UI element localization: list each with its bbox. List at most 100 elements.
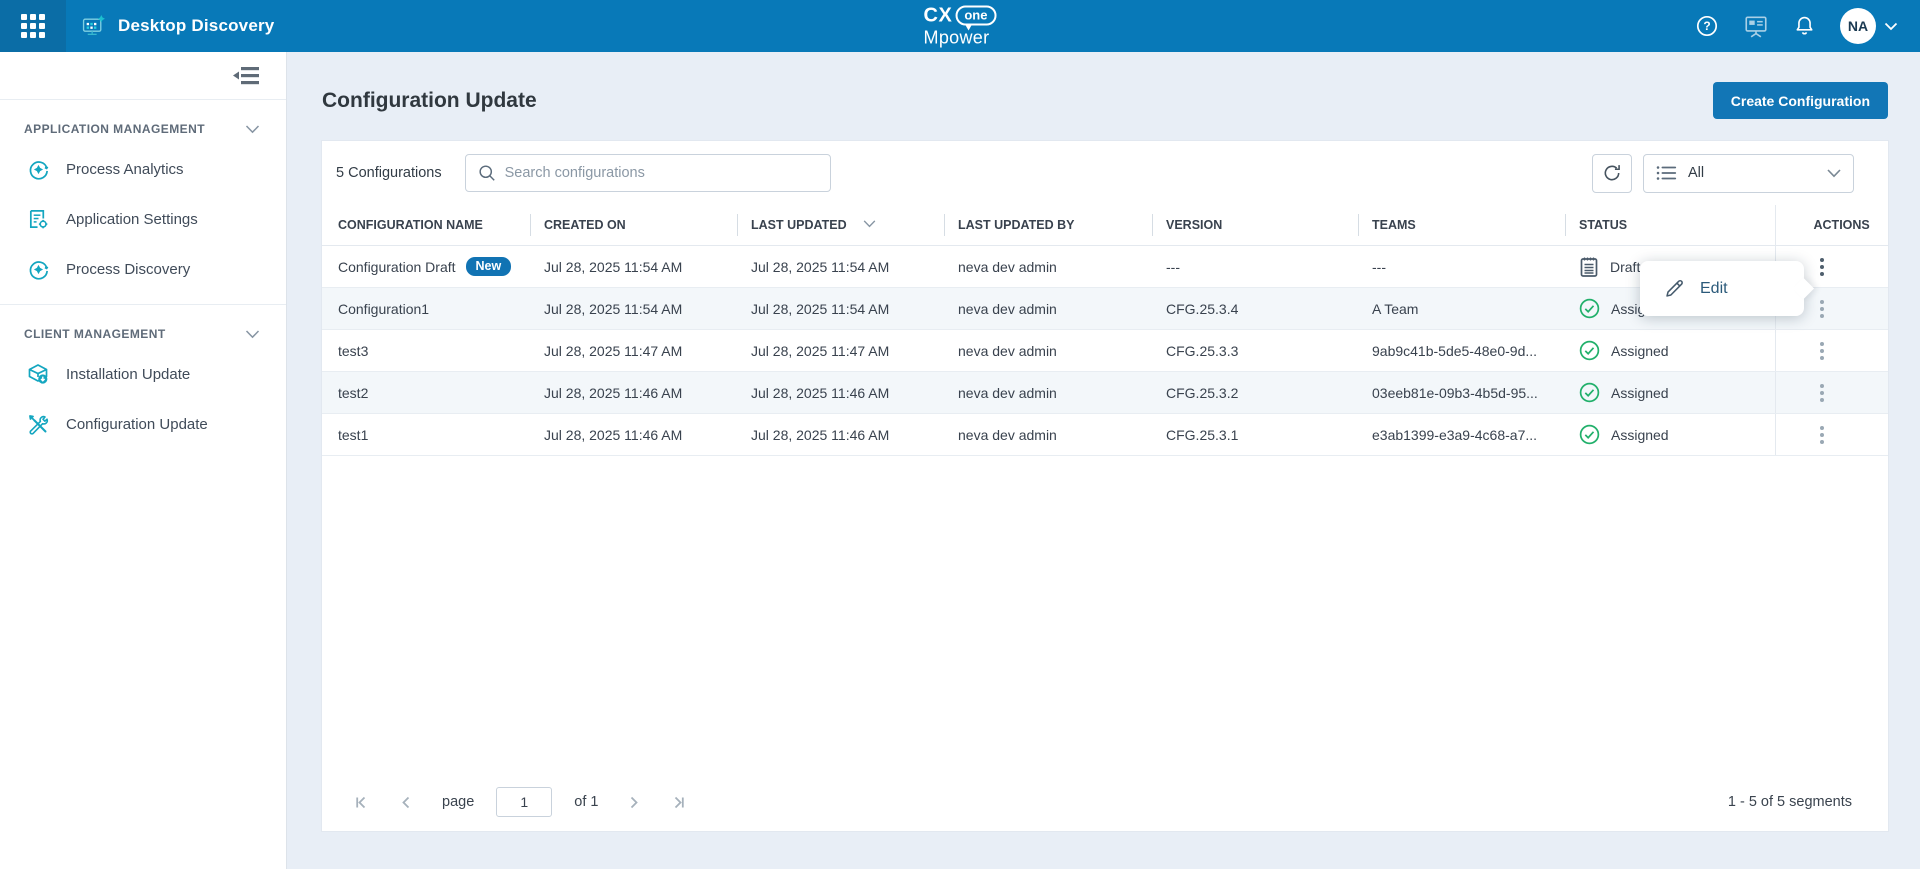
chevron-down-icon bbox=[245, 125, 260, 134]
app-header: Desktop Discovery CX one Mpower ? bbox=[0, 0, 1920, 52]
sidebar-item-label: Process Discovery bbox=[66, 261, 190, 278]
row-context-menu: Edit bbox=[1640, 261, 1804, 316]
app-launcher-button[interactable] bbox=[0, 0, 66, 52]
filter-dropdown[interactable]: All bbox=[1643, 154, 1854, 193]
sidebar-item-label: Application Settings bbox=[66, 211, 198, 228]
table-row[interactable]: test1 Jul 28, 2025 11:46 AM Jul 28, 2025… bbox=[322, 414, 1888, 456]
page-label: page bbox=[442, 794, 474, 810]
section-header-application-management[interactable]: APPLICATION MANAGEMENT bbox=[0, 100, 286, 144]
last-updated: Jul 28, 2025 11:47 AM bbox=[737, 330, 944, 372]
sidebar-item-process-analytics[interactable]: Process Analytics bbox=[0, 144, 286, 194]
teams: --- bbox=[1358, 246, 1565, 288]
page-number-input[interactable] bbox=[496, 787, 552, 817]
teams: 03eeb81e-09b3-4b5d-95... bbox=[1358, 372, 1565, 414]
page-of-label: of 1 bbox=[574, 794, 598, 810]
last-updated-by: neva dev admin bbox=[944, 288, 1152, 330]
create-configuration-button[interactable]: Create Configuration bbox=[1713, 82, 1888, 119]
process-discovery-icon bbox=[26, 258, 50, 281]
apps-grid-icon bbox=[21, 14, 45, 38]
last-updated: Jul 28, 2025 11:46 AM bbox=[737, 414, 944, 456]
edit-pencil-icon bbox=[1664, 278, 1685, 299]
created-on: Jul 28, 2025 11:54 AM bbox=[530, 246, 737, 288]
sidebar-collapse-button[interactable] bbox=[233, 66, 260, 85]
previous-page-button[interactable] bbox=[393, 789, 420, 816]
installation-update-icon bbox=[26, 362, 50, 386]
logo-one-bubble: one bbox=[955, 6, 996, 26]
version: CFG.25.3.2 bbox=[1152, 372, 1358, 414]
pagination-range: 1 - 5 of 5 segments bbox=[1728, 794, 1852, 810]
refresh-button[interactable] bbox=[1592, 154, 1632, 193]
row-actions-menu-button[interactable] bbox=[1814, 380, 1830, 406]
created-on: Jul 28, 2025 11:54 AM bbox=[530, 288, 737, 330]
column-header-version[interactable]: VERSION bbox=[1152, 205, 1358, 246]
column-header-created-on[interactable]: CREATED ON bbox=[530, 205, 737, 246]
logo-cx-text: CX bbox=[924, 6, 953, 26]
row-actions-menu-button[interactable] bbox=[1814, 338, 1830, 364]
next-page-button[interactable] bbox=[620, 789, 647, 816]
row-actions-menu-button[interactable] bbox=[1814, 296, 1830, 322]
chevron-down-icon bbox=[245, 330, 260, 339]
configuration-name: test2 bbox=[322, 372, 530, 414]
teams: A Team bbox=[1358, 288, 1565, 330]
column-header-configuration-name[interactable]: CONFIGURATION NAME bbox=[322, 205, 530, 246]
row-actions-menu-button[interactable] bbox=[1814, 254, 1830, 280]
list-filter-icon bbox=[1656, 164, 1678, 182]
configuration-name: test3 bbox=[322, 330, 530, 372]
version: CFG.25.3.4 bbox=[1152, 288, 1358, 330]
column-header-last-updated-by[interactable]: LAST UPDATED BY bbox=[944, 205, 1152, 246]
last-updated-by: neva dev admin bbox=[944, 372, 1152, 414]
last-updated: Jul 28, 2025 11:46 AM bbox=[737, 372, 944, 414]
last-updated-by: neva dev admin bbox=[944, 414, 1152, 456]
last-updated: Jul 28, 2025 11:54 AM bbox=[737, 288, 944, 330]
section-header-client-management[interactable]: CLIENT MANAGEMENT bbox=[0, 305, 286, 349]
process-analytics-icon bbox=[26, 158, 50, 181]
draft-status-icon bbox=[1579, 256, 1599, 278]
sidebar-item-application-settings[interactable]: Application Settings bbox=[0, 194, 286, 244]
notifications-bell-icon bbox=[1793, 14, 1816, 38]
table-row[interactable]: test2 Jul 28, 2025 11:46 AM Jul 28, 2025… bbox=[322, 372, 1888, 414]
section-client-management: CLIENT MANAGEMENT Installation Update bbox=[0, 304, 286, 449]
status-label: Assigned bbox=[1611, 427, 1669, 443]
column-header-last-updated[interactable]: LAST UPDATED bbox=[737, 205, 944, 246]
created-on: Jul 28, 2025 11:46 AM bbox=[530, 372, 737, 414]
guide-button[interactable] bbox=[1743, 13, 1769, 39]
first-page-button[interactable] bbox=[348, 789, 375, 816]
avatar[interactable]: NA bbox=[1840, 8, 1876, 44]
next-page-icon bbox=[626, 795, 641, 810]
column-header-status[interactable]: STATUS bbox=[1565, 205, 1775, 246]
last-updated: Jul 28, 2025 11:54 AM bbox=[737, 246, 944, 288]
section-label: APPLICATION MANAGEMENT bbox=[24, 122, 205, 136]
status-label: Assigned bbox=[1611, 385, 1669, 401]
user-menu[interactable]: NA bbox=[1840, 8, 1898, 44]
assigned-check-icon bbox=[1579, 424, 1600, 445]
last-updated-by: neva dev admin bbox=[944, 246, 1152, 288]
new-badge: New bbox=[466, 257, 512, 277]
sidebar-item-process-discovery[interactable]: Process Discovery bbox=[0, 244, 286, 294]
guide-icon bbox=[1743, 13, 1769, 39]
last-page-button[interactable] bbox=[665, 789, 692, 816]
edit-menu-item[interactable]: Edit bbox=[1700, 280, 1728, 298]
table-row[interactable]: test3 Jul 28, 2025 11:47 AM Jul 28, 2025… bbox=[322, 330, 1888, 372]
help-icon: ? bbox=[1695, 14, 1719, 38]
configurations-card: 5 Configurations bbox=[322, 141, 1888, 831]
previous-page-icon bbox=[399, 795, 414, 810]
collapse-sidebar-icon bbox=[233, 66, 260, 85]
configuration-name: test1 bbox=[322, 414, 530, 456]
configurations-table: CONFIGURATION NAME CREATED ON LAST UPDAT… bbox=[322, 205, 1888, 456]
section-label: CLIENT MANAGEMENT bbox=[24, 327, 166, 341]
sidebar-item-label: Configuration Update bbox=[66, 416, 208, 433]
sidebar: APPLICATION MANAGEMENT Process Analytics bbox=[0, 52, 287, 869]
row-actions-menu-button[interactable] bbox=[1814, 422, 1830, 448]
sidebar-item-configuration-update[interactable]: Configuration Update bbox=[0, 399, 286, 449]
last-updated-by: neva dev admin bbox=[944, 330, 1152, 372]
search-input[interactable] bbox=[505, 165, 818, 181]
notifications-button[interactable] bbox=[1793, 14, 1816, 38]
sort-chevron-down-icon bbox=[863, 220, 876, 228]
sidebar-item-installation-update[interactable]: Installation Update bbox=[0, 349, 286, 399]
search-box[interactable] bbox=[465, 154, 831, 192]
version: CFG.25.3.1 bbox=[1152, 414, 1358, 456]
help-button[interactable]: ? bbox=[1695, 14, 1719, 38]
column-header-teams[interactable]: TEAMS bbox=[1358, 205, 1565, 246]
created-on: Jul 28, 2025 11:47 AM bbox=[530, 330, 737, 372]
assigned-check-icon bbox=[1579, 340, 1600, 361]
